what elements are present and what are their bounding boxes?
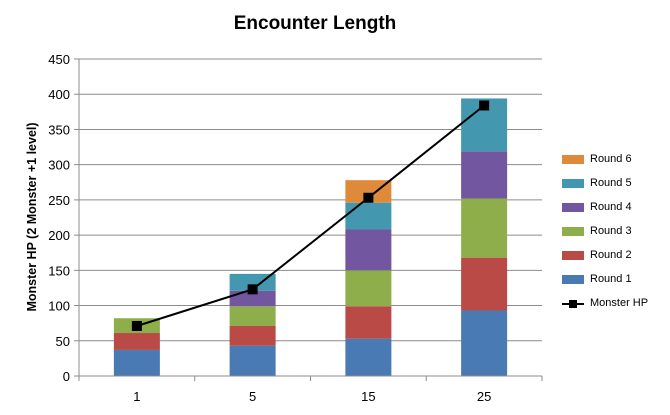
y-tick-label: 400: [48, 87, 70, 102]
legend-item-monster-hp: Monster HP: [562, 291, 648, 315]
legend-label-round-5: Round 5: [590, 177, 632, 189]
legend-label-round-4: Round 4: [590, 201, 632, 213]
legend-label-round-1: Round 1: [590, 273, 632, 285]
bar-round-1-1: [113, 349, 160, 376]
legend-item-round-5: Round 5: [562, 171, 648, 195]
y-tick-label: 200: [48, 228, 70, 243]
bar-round-6-15: [345, 180, 392, 203]
legend-swatch-round-3: [562, 226, 584, 236]
x-tick-label: 1: [133, 389, 140, 404]
marker-monster-hp-15: [363, 192, 374, 203]
y-tick-label: 100: [48, 299, 70, 314]
legend-line-monster-hp: [562, 299, 584, 308]
legend-label-monster-hp: Monster HP: [590, 297, 649, 309]
y-tick-label: 0: [63, 369, 70, 384]
chart-legend: Round 6 Round 5 Round 4 Round 3 Round 2 …: [562, 147, 648, 315]
bar-round-1-25: [461, 310, 508, 376]
legend-swatch-round-5: [562, 178, 584, 188]
marker-monster-hp-25: [479, 100, 490, 111]
bar-round-5-5: [229, 273, 276, 291]
legend-item-round-1: Round 1: [562, 267, 648, 291]
marker-monster-hp-5: [247, 284, 258, 295]
y-tick-label: 250: [48, 193, 70, 208]
y-tick-label: 300: [48, 158, 70, 173]
x-tick-label: 15: [361, 389, 375, 404]
bar-round-5-15: [345, 202, 392, 230]
legend-label-round-3: Round 3: [590, 225, 632, 237]
bar-round-3-5: [229, 306, 276, 326]
y-tick-label: 150: [48, 263, 70, 278]
line-monster-hp: [136, 104, 485, 327]
legend-swatch-round-1: [562, 274, 584, 284]
x-tick-label: 5: [249, 389, 256, 404]
legend-item-round-4: Round 4: [562, 195, 648, 219]
legend-swatch-round-2: [562, 250, 584, 260]
y-tick-label: 50: [56, 334, 70, 349]
y-tick-label: 450: [48, 52, 70, 67]
marker-monster-hp-1: [131, 320, 142, 331]
chart-title: Encounter Length: [233, 13, 397, 34]
bar-round-2-5: [229, 325, 276, 346]
legend-item-round-6: Round 6: [562, 147, 648, 171]
legend-item-round-3: Round 3: [562, 219, 648, 243]
legend-swatch-round-4: [562, 202, 584, 212]
y-tick-label: 350: [48, 122, 70, 137]
bar-round-2-15: [345, 306, 392, 339]
bar-round-4-15: [345, 229, 392, 271]
bar-round-1-5: [229, 345, 276, 376]
legend-label-round-6: Round 6: [590, 153, 632, 165]
bar-round-2-1: [113, 333, 160, 350]
x-tick-label: 25: [477, 389, 491, 404]
bar-round-4-25: [461, 151, 508, 199]
legend-swatch-round-6: [562, 154, 584, 164]
bar-round-3-15: [345, 270, 392, 307]
bar-round-3-25: [461, 198, 508, 258]
bar-round-2-25: [461, 257, 508, 311]
legend-label-round-2: Round 2: [590, 249, 632, 261]
legend-item-round-2: Round 2: [562, 243, 648, 267]
bar-round-1-15: [345, 338, 392, 376]
bar-round-4-5: [229, 290, 276, 307]
